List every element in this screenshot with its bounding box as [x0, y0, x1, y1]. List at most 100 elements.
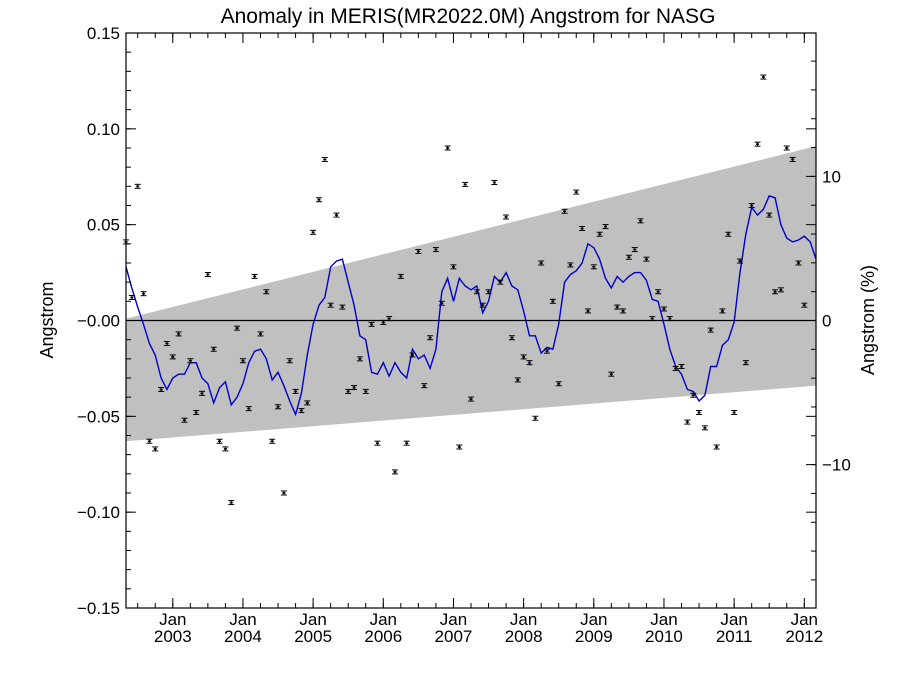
data-point	[362, 388, 369, 394]
x-tick-month-label: Jan	[159, 610, 186, 629]
point-marker	[253, 275, 257, 278]
point-marker	[387, 317, 391, 320]
data-point	[158, 387, 165, 392]
data-point	[269, 438, 276, 444]
x-tick-year-label: 2004	[224, 627, 262, 646]
data-point	[584, 308, 591, 314]
point-marker	[212, 348, 216, 351]
x-tick-month-label: Jan	[229, 610, 256, 629]
data-point	[736, 258, 743, 264]
y-tick-label: 0.10	[87, 120, 120, 139]
point-marker	[580, 227, 584, 230]
data-point	[333, 212, 340, 218]
point-marker	[785, 147, 789, 149]
point-marker	[522, 356, 526, 358]
data-point	[315, 197, 322, 203]
point-marker	[650, 317, 654, 320]
data-point	[397, 273, 404, 279]
data-point	[579, 226, 586, 231]
data-point	[427, 335, 434, 341]
point-marker	[171, 356, 175, 358]
point-marker	[481, 304, 485, 306]
data-point	[450, 264, 457, 270]
y-tick-label: −0.05	[77, 407, 120, 426]
data-point	[473, 289, 480, 295]
trend-band	[126, 146, 816, 442]
x-tick-year-label: 2005	[294, 627, 332, 646]
data-point	[432, 247, 439, 253]
x-tick-month-label: Jan	[791, 610, 818, 629]
data-point	[187, 358, 194, 364]
point-marker	[218, 440, 222, 443]
data-point	[310, 229, 317, 235]
data-point	[625, 254, 632, 260]
point-marker	[802, 304, 806, 306]
data-point	[777, 287, 784, 293]
data-point	[368, 321, 375, 327]
point-marker	[680, 365, 684, 368]
data-point	[456, 444, 463, 450]
x-tick-month-label: Jan	[440, 610, 467, 629]
point-marker	[609, 373, 613, 375]
data-point	[801, 302, 808, 308]
point-marker	[329, 304, 333, 306]
point-marker	[288, 359, 292, 362]
data-point	[719, 308, 726, 314]
point-marker	[258, 333, 262, 335]
data-point	[660, 306, 667, 312]
data-point	[468, 396, 474, 402]
point-marker	[738, 260, 742, 262]
data-point	[257, 331, 264, 337]
data-point	[181, 417, 188, 423]
x-tick-year-label: 2012	[785, 627, 823, 646]
smoothed-line-layer	[125, 195, 817, 417]
point-marker	[434, 248, 438, 251]
point-marker	[510, 336, 514, 339]
x-tick-year-label: 2009	[575, 627, 613, 646]
data-point	[222, 446, 229, 452]
point-marker	[592, 266, 596, 268]
data-point	[128, 295, 135, 300]
point-marker	[299, 409, 303, 412]
data-point	[742, 360, 749, 366]
data-point	[561, 208, 568, 214]
data-point	[590, 264, 597, 270]
data-point	[204, 272, 211, 277]
data-point	[228, 500, 235, 506]
data-point	[643, 256, 650, 262]
point-marker	[381, 321, 385, 324]
smoothed-anomaly-line	[125, 195, 817, 417]
point-marker	[188, 359, 192, 362]
point-marker	[399, 275, 403, 278]
data-point	[666, 316, 673, 322]
data-point	[608, 371, 615, 377]
chart-title: Anomaly in MERIS(MR2022.0M) Angstrom for…	[221, 5, 716, 28]
point-marker	[446, 147, 450, 149]
data-point	[234, 325, 241, 331]
data-point	[696, 410, 703, 415]
point-marker	[674, 367, 678, 370]
point-marker	[475, 290, 479, 293]
point-marker	[159, 388, 163, 391]
data-point	[766, 212, 773, 218]
data-point	[649, 316, 656, 322]
point-marker	[557, 382, 561, 385]
point-marker	[563, 210, 567, 213]
data-point	[245, 406, 252, 412]
point-marker	[428, 336, 432, 339]
data-point	[760, 74, 767, 80]
data-point	[304, 400, 311, 406]
data-point	[748, 203, 755, 208]
data-point	[503, 214, 510, 220]
y-right-tick-label: −10	[822, 456, 851, 475]
data-point	[421, 383, 428, 389]
data-point	[497, 279, 504, 285]
point-marker	[130, 296, 134, 299]
x-tick-year-label: 2006	[364, 627, 402, 646]
point-marker	[305, 402, 309, 404]
x-tick-month-label: Jan	[299, 610, 326, 629]
y-tick-label: −0.15	[77, 599, 120, 618]
data-point	[772, 289, 779, 295]
point-marker	[703, 427, 707, 429]
point-marker	[715, 446, 719, 448]
